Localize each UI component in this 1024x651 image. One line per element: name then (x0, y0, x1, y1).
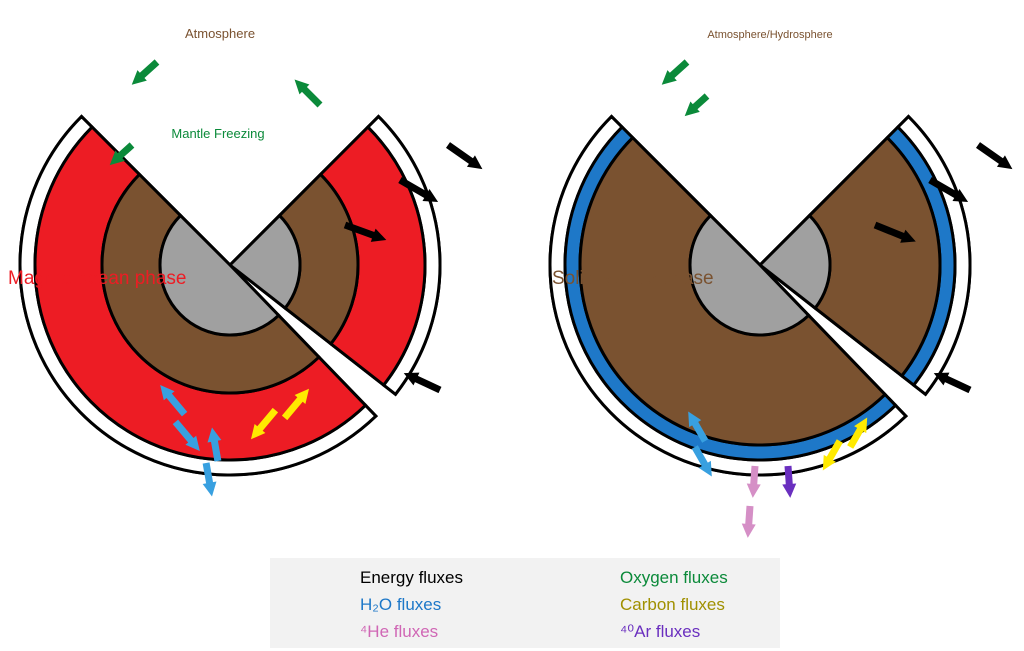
legend-label: Carbon fluxes (620, 595, 725, 615)
diagram-svg: Atmosphere Magma Ocean Mantle Freezing Soli… (0, 0, 1024, 651)
legend-item: Oxygen fluxes (620, 568, 728, 588)
legend-label: H₂O fluxes (360, 595, 441, 615)
legend-item: ⁴⁰Ar fluxes (620, 622, 700, 642)
diagram-stage: Atmosphere Magma Ocean Mantle Freezing Soli… (0, 0, 1024, 651)
legend-item: Energy fluxes (360, 568, 463, 588)
legend-label: Energy fluxes (360, 568, 463, 588)
layer-label: Core (200, 210, 237, 229)
layer-label: Mantle Freezing (171, 126, 264, 141)
right-phase-label: Solid Mantle phase (552, 268, 714, 290)
layer-label: Atmosphere (185, 26, 255, 41)
legend-item: Carbon fluxes (620, 595, 725, 615)
legend-label: ⁴⁰Ar fluxes (620, 622, 700, 642)
left-phase-label: Magma-ocean phase (8, 268, 187, 290)
legend-label: ⁴He fluxes (360, 622, 438, 642)
layer-label: Magma Ocean (137, 70, 279, 93)
legend-label: Oxygen fluxes (620, 568, 728, 588)
layer-label: Core (730, 210, 767, 229)
legend-item: H₂O fluxes (360, 595, 441, 615)
layer-label: Solid Mantle (691, 131, 809, 153)
legend-item: ⁴He fluxes (360, 622, 438, 642)
layer-label: Solid Mantle (179, 149, 256, 165)
layer-label: Atmosphere/Hydrosphere (707, 29, 832, 41)
